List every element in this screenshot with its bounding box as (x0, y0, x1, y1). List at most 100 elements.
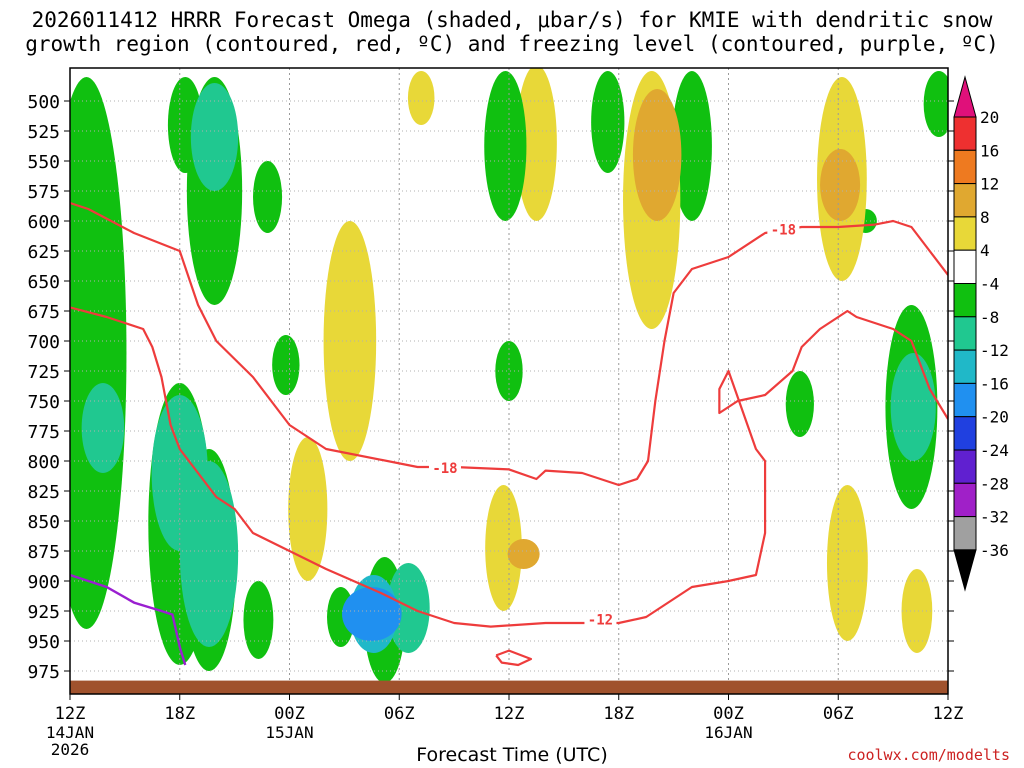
omega-cell (785, 371, 814, 437)
x-year-label: 2026 (51, 740, 90, 759)
x-tick-label: 12Z (55, 704, 86, 724)
omega-cell (342, 587, 402, 641)
omega-cell (495, 341, 523, 401)
credit-link[interactable]: coolwx.com/modelts (847, 746, 1010, 764)
x-date-label: 15JAN (265, 723, 313, 742)
omega-cell (485, 485, 522, 611)
colorbar-label: -16 (980, 374, 1009, 393)
contours: -18 -18 -12 (70, 201, 948, 667)
colorbar-label: -36 (980, 541, 1009, 560)
y-tick-label: 875 (27, 542, 60, 563)
x-tick-label: 18Z (164, 704, 195, 724)
contour-label: -18 (432, 461, 457, 477)
omega-cell (484, 71, 527, 221)
colorbar-label: -20 (980, 408, 1009, 427)
colorbar-label: -4 (980, 275, 999, 294)
y-axis-ticks: 500 525 550 575 600 625 650 675 700 725 750 775 800 8… (27, 92, 954, 683)
omega-cell (507, 539, 540, 569)
colorbar-label: -32 (980, 508, 1009, 527)
colorbar-bin (953, 516, 977, 551)
terrain-band (70, 680, 948, 694)
colorbar-label: 8 (980, 208, 990, 227)
omega-cell (272, 335, 300, 395)
x-date-label: 14JAN (46, 723, 94, 742)
chart-title-line2: growth region (contoured, red, ºC) and f… (25, 32, 999, 56)
omega-cell (190, 83, 239, 191)
y-tick-label: 650 (27, 272, 60, 293)
contour-label-bg (428, 460, 461, 477)
y-tick-label: 725 (27, 362, 60, 383)
omega-cell (323, 221, 377, 461)
chart-title-line1: 2026011412 HRRR Forecast Omega (shaded, … (31, 8, 993, 32)
omega-cell (253, 161, 283, 233)
colorbar-bin (953, 349, 977, 384)
omega-cell (923, 71, 948, 137)
dgz-contour (495, 649, 533, 667)
x-date-label: 16JAN (704, 723, 752, 742)
x-axis-title: Forecast Time (UTC) (416, 744, 608, 766)
x-tick-label: 12Z (933, 704, 964, 724)
colorbar-label: 4 (980, 241, 990, 260)
omega-cell (632, 89, 682, 221)
colorbar-label: -8 (980, 308, 999, 327)
colorbar-bin (953, 316, 977, 351)
colorbar-label: -12 (980, 341, 1009, 360)
omega-cell (901, 569, 933, 653)
y-tick-label: 975 (27, 662, 60, 683)
omega-cell (70, 77, 127, 629)
freezing-level-contour (70, 573, 187, 666)
dgz-contour (70, 201, 948, 487)
colorbar-bin (953, 149, 977, 185)
omega-cell (516, 68, 557, 221)
omega-cell (671, 71, 712, 221)
y-tick-label: 750 (27, 392, 60, 413)
dgz-contour (70, 306, 948, 628)
y-tick-label: 825 (27, 482, 60, 503)
y-tick-label: 575 (27, 182, 60, 203)
contour-label-bg (767, 221, 800, 238)
x-tick-label: 12Z (494, 704, 525, 724)
colorbar-label: 12 (980, 175, 999, 194)
colorbar-label: -24 (980, 441, 1009, 460)
omega-cell (890, 353, 936, 461)
contour-label-bg (584, 611, 617, 628)
omega-cell (81, 383, 125, 473)
y-tick-label: 775 (27, 422, 60, 443)
grid-lines (70, 68, 948, 694)
y-tick-label: 675 (27, 302, 60, 323)
colorbar-bin (953, 116, 977, 151)
colorbar-label: 16 (980, 141, 999, 160)
y-tick-label: 525 (27, 122, 60, 143)
colorbar: 20 16 12 8 4 -4 -8 -12 -16 -20 -24 -28 -32 -36 (953, 75, 1009, 592)
colorbar-bin (953, 183, 977, 218)
colorbar-label: -28 (980, 474, 1009, 493)
x-tick-label: 18Z (603, 704, 634, 724)
omega-cell (591, 71, 625, 173)
omega-cell (820, 149, 861, 221)
colorbar-bottom-arrow (953, 549, 977, 592)
y-tick-label: 800 (27, 452, 60, 473)
contour-label: -12 (588, 612, 613, 628)
colorbar-bin (953, 216, 977, 251)
colorbar-bin (953, 382, 977, 418)
colorbar-bin (953, 482, 977, 518)
omega-cell (387, 563, 430, 653)
omega-shading (70, 68, 948, 683)
omega-cell (407, 71, 435, 125)
x-tick-label: 00Z (274, 704, 305, 724)
omega-cell (243, 581, 274, 659)
terrain (70, 680, 948, 694)
colorbar-bin (953, 449, 977, 484)
y-tick-label: 850 (27, 512, 60, 533)
omega-cell (826, 485, 868, 641)
x-tick-label: 06Z (823, 704, 854, 724)
colorbar-bin (953, 416, 977, 451)
contour-label: -18 (771, 222, 796, 238)
y-tick-label: 600 (27, 212, 60, 233)
y-tick-label: 550 (27, 152, 60, 173)
y-tick-label: 950 (27, 632, 60, 653)
colorbar-bin (953, 249, 977, 284)
x-tick-label: 00Z (713, 704, 744, 724)
